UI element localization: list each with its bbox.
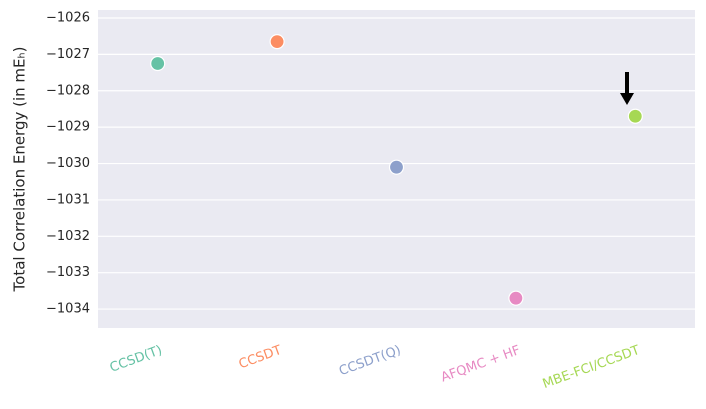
y-tick-label: −1027 — [46, 47, 90, 62]
y-axis-label: Total Correlation Energy (in mEₕ) — [11, 47, 29, 293]
x-tick-label: MBE-FCI/CCSDT — [541, 343, 642, 392]
y-tick-label: −1029 — [46, 120, 90, 135]
y-tick-label: −1031 — [46, 192, 90, 207]
x-tick-label: CCSDT — [237, 343, 284, 372]
point — [269, 34, 285, 50]
x-tick-label: CCSDT(Q) — [337, 343, 403, 379]
x-tick-label: CCSD(T) — [108, 343, 164, 376]
y-tick-label: −1034 — [46, 302, 90, 317]
y-tick-label: −1032 — [46, 229, 90, 244]
point — [508, 290, 524, 306]
grid — [98, 17, 695, 310]
y-tick-label: −1028 — [46, 83, 90, 98]
point — [150, 55, 166, 72]
y-tick-label: −1033 — [46, 265, 90, 280]
y-tick-label: −1030 — [46, 156, 90, 171]
x-tick-label: AFQMC + HF — [439, 343, 522, 386]
marks — [150, 34, 643, 306]
arrow-annotation — [620, 72, 634, 105]
y-tick-label: −1026 — [46, 11, 90, 26]
point — [388, 159, 405, 175]
point — [627, 108, 643, 124]
